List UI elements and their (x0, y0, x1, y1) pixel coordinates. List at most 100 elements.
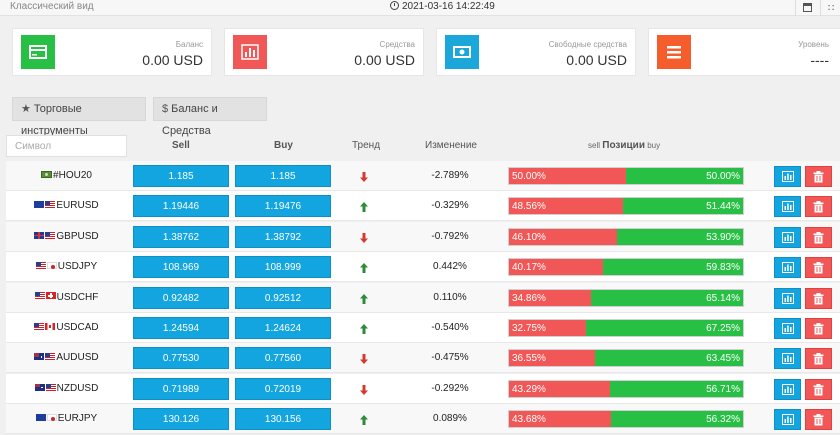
symbol-cell[interactable]: #HOU20 (6, 161, 127, 191)
tab-balance[interactable]: $ Баланс и Средства (153, 97, 267, 137)
column-change: Изменение (425, 140, 477, 151)
table-row[interactable]: GBPUSD 1.38762 1.38792 -0.792% 46.10% 53.90% (6, 221, 840, 252)
change-value: -0.329% (431, 200, 469, 212)
flag-us-icon (35, 262, 46, 270)
positions-sell-fill (509, 350, 595, 367)
positions-sell-fill (509, 198, 623, 215)
delete-button[interactable] (805, 257, 832, 279)
sell-price-button[interactable]: 0.92482 (133, 286, 229, 309)
change-value: 0.442% (433, 261, 467, 273)
symbol-cell[interactable]: USDCHF (6, 283, 127, 313)
positions-buy-percent: 67.25% (706, 323, 740, 334)
buy-price-button[interactable]: 0.72019 (235, 377, 331, 400)
rss-icon[interactable]: ∷ (828, 3, 835, 14)
delete-button[interactable] (805, 378, 832, 400)
tab-instruments[interactable]: ★ Торговые инструменты (12, 97, 146, 137)
margin-level-card: Уровень ---- (648, 28, 840, 76)
delete-button[interactable] (805, 226, 832, 248)
sell-price-button[interactable]: 0.77530 (133, 347, 229, 370)
positions-bar: 46.10% 53.90% (508, 227, 744, 246)
positions-sell-fill (509, 411, 612, 428)
table-row[interactable]: USDJPY 108.969 108.999 0.442% 40.17% 59.83% (6, 252, 840, 283)
positions-sell-percent: 34.86% (512, 292, 546, 304)
positions-sell-percent: 32.75% (512, 323, 546, 334)
symbol-cell[interactable]: USDJPY (6, 252, 127, 282)
flag-eu-icon (35, 414, 46, 422)
positions-buy-percent: 51.44% (706, 201, 740, 213)
positions-bar: 34.86% 65.14% (508, 288, 744, 307)
trend-down-icon (358, 352, 370, 365)
divider (820, 0, 821, 16)
positions-bar: 32.75% 67.25% (508, 319, 744, 337)
symbol-name: NZDUSD (56, 382, 99, 394)
symbol-cell[interactable]: EURUSD (6, 191, 127, 221)
sell-price-button[interactable]: 1.19446 (133, 195, 229, 218)
buy-price-button[interactable]: 130.156 (235, 408, 331, 431)
positions-buy-percent: 56.71% (706, 383, 740, 395)
sell-price-button[interactable]: 1.185 (133, 165, 229, 187)
sell-price-button[interactable]: 130.126 (133, 408, 229, 431)
symbol-cell[interactable]: EURJPY (6, 404, 127, 434)
buy-price-button[interactable]: 0.92512 (235, 286, 331, 309)
chart-button[interactable] (774, 348, 801, 370)
buy-price-button[interactable]: 1.19476 (235, 195, 331, 218)
view-mode-link[interactable]: Классический вид (10, 1, 94, 12)
delete-button[interactable] (805, 409, 832, 431)
symbol-cell[interactable]: GBPUSD (6, 222, 127, 252)
symbol-cell[interactable]: USDCAD (6, 313, 127, 343)
delete-button[interactable] (805, 348, 832, 370)
symbol-cell[interactable]: NZDUSD (6, 374, 127, 404)
chart-button[interactable] (774, 378, 801, 400)
change-value: -0.292% (431, 382, 469, 394)
sell-price-button[interactable]: 1.38762 (133, 225, 229, 248)
table-row[interactable]: USDCAD 1.24594 1.24624 -0.540% 32.75% 67.25% (6, 313, 840, 343)
divider (795, 0, 796, 16)
buy-price-button[interactable]: 0.77560 (235, 347, 331, 370)
sell-price-button[interactable]: 108.969 (133, 256, 229, 279)
delete-button[interactable] (805, 318, 832, 339)
positions-sell-percent: 46.10% (512, 231, 546, 243)
positions-title: Позиции (602, 140, 645, 151)
chart-button[interactable] (774, 226, 801, 248)
equity-card: Средства 0.00 USD (224, 28, 424, 76)
table-row[interactable]: EURUSD 1.19446 1.19476 -0.329% 48.56% 51.44% (6, 191, 840, 222)
sell-price-button[interactable]: 0.71989 (133, 377, 229, 400)
delete-button[interactable] (805, 196, 832, 218)
flag-gb-icon (34, 231, 45, 239)
symbol-search-input[interactable] (6, 135, 127, 157)
table-row[interactable]: USDCHF 0.92482 0.92512 0.110% 34.86% 65.14% (6, 282, 840, 313)
chart-button[interactable] (774, 409, 801, 431)
flag-au-icon (34, 353, 45, 361)
delete-button[interactable] (805, 287, 832, 309)
table-row[interactable]: NZDUSD 0.71989 0.72019 -0.292% 43.29% 56.71% (6, 373, 840, 404)
buy-price-button[interactable]: 1.38792 (235, 225, 331, 248)
positions-sell-percent: 43.68% (512, 414, 546, 426)
chart-button[interactable] (774, 166, 801, 187)
positions-buy-percent: 65.14% (706, 292, 740, 304)
buy-price-button[interactable]: 108.999 (235, 256, 331, 279)
positions-sell-fill (509, 168, 626, 184)
chart-button[interactable] (774, 257, 801, 279)
calendar-icon[interactable] (803, 3, 812, 12)
column-buy: Buy (274, 140, 293, 151)
symbol-name: USDCHF (56, 291, 99, 303)
sell-price-button[interactable]: 1.24594 (133, 317, 229, 339)
delete-button[interactable] (805, 166, 832, 187)
symbol-name: AUDUSD (56, 352, 99, 364)
positions-buy-percent: 50.00% (706, 171, 740, 182)
chart-button[interactable] (774, 287, 801, 309)
chart-button[interactable] (774, 318, 801, 339)
symbol-cell[interactable]: AUDUSD (6, 343, 127, 373)
flag-us-icon (45, 383, 56, 391)
positions-bar: 40.17% 59.83% (508, 258, 744, 277)
table-row[interactable]: AUDUSD 0.77530 0.77560 -0.475% 36.55% 63.45% (6, 343, 840, 374)
positions-sell-percent: 36.55% (512, 353, 546, 365)
chart-button[interactable] (774, 196, 801, 218)
buy-price-button[interactable]: 1.185 (235, 165, 331, 187)
table-row[interactable]: #HOU20 1.185 1.185 -2.789% 50.00% 50.00% (6, 161, 840, 191)
column-sell: Sell (172, 140, 190, 151)
table-row[interactable]: EURJPY 130.126 130.156 0.089% 43.68% 56.32% (6, 404, 840, 435)
positions-sell-fill (509, 228, 617, 245)
buy-price-button[interactable]: 1.24624 (235, 317, 331, 339)
column-trend: Тренд (352, 140, 381, 151)
